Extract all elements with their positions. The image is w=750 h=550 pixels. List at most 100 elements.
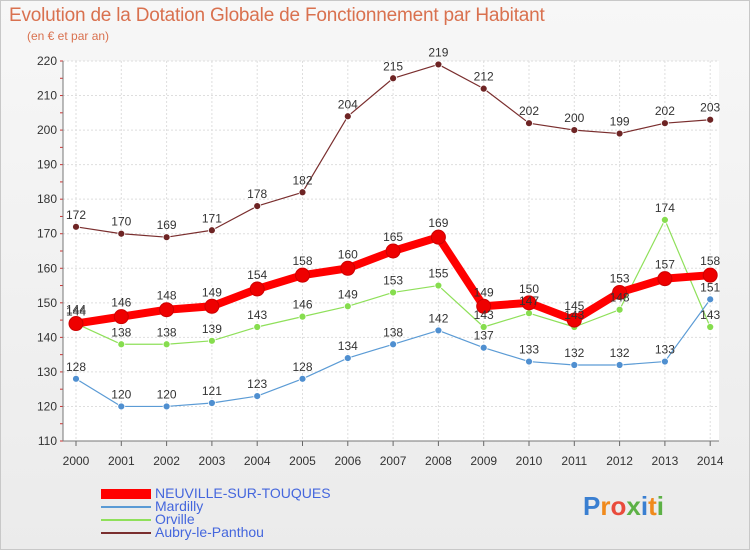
data-label: 160: [338, 247, 358, 261]
data-point: [612, 284, 628, 300]
data-point: [253, 323, 262, 331]
legend-entry: Mardilly: [101, 498, 441, 514]
data-point: [249, 281, 265, 297]
data-label: 212: [474, 70, 494, 84]
legend-label: Mardilly: [155, 498, 204, 514]
legend-swatch: [101, 532, 151, 534]
data-point: [434, 281, 443, 290]
data-point: [525, 119, 533, 128]
data-point: [389, 340, 398, 349]
data-label: 171: [202, 211, 222, 225]
data-point: [521, 295, 537, 311]
data-point: [207, 399, 216, 407]
y-tick-label: 170: [37, 227, 57, 241]
data-label: 149: [338, 287, 358, 301]
x-tick-label: 2000: [63, 454, 90, 468]
series-points: [68, 60, 718, 411]
data-point: [159, 302, 175, 318]
legend-entry: NEUVILLE-SUR-TOUQUES: [101, 485, 441, 501]
data-label: 146: [292, 298, 312, 312]
data-labels: 144 146 148 149 154 158 160 165 169 149 150 145 153 1…: [66, 45, 721, 401]
data-point: [570, 361, 579, 369]
data-label: 203: [700, 101, 720, 115]
legend-entry: Aubry-le-Panthou: [101, 524, 441, 540]
y-tick-label: 190: [37, 158, 57, 172]
data-point: [117, 229, 126, 238]
data-point: [72, 222, 80, 231]
proxiti-logo: Proxiti: [583, 491, 664, 521]
data-label: 146: [111, 296, 131, 310]
data-point: [117, 340, 126, 349]
data-point: [343, 112, 352, 121]
data-point: [525, 309, 533, 318]
data-point: [615, 305, 624, 314]
data-label: 138: [383, 325, 403, 339]
x-tick-label: 2007: [380, 454, 407, 468]
data-label: 143: [247, 308, 267, 322]
data-label: 158: [700, 254, 720, 268]
data-label: 157: [655, 258, 675, 272]
legend-label: Aubry-le-Panthou: [155, 524, 264, 540]
data-label: 121: [202, 384, 222, 398]
data-label: 144: [66, 305, 86, 319]
y-tick-label: 220: [37, 54, 57, 68]
data-label: 154: [247, 268, 267, 282]
data-label: 182: [292, 173, 312, 187]
y-tick-label: 210: [37, 89, 57, 103]
data-label: 174: [655, 201, 675, 215]
x-tick-label: 2005: [289, 454, 316, 468]
data-label: 120: [157, 387, 177, 401]
data-label: 153: [383, 273, 403, 287]
data-label: 133: [655, 343, 675, 357]
data-point: [657, 271, 673, 287]
data-point: [430, 229, 446, 245]
grid-lines: [63, 60, 719, 442]
data-point: [566, 312, 582, 328]
data-label: 128: [292, 360, 312, 374]
x-tick-label: 2013: [652, 454, 679, 468]
data-label: 165: [383, 230, 403, 244]
data-label: 128: [66, 360, 86, 374]
data-label: 153: [610, 271, 630, 285]
data-label: 142: [428, 311, 448, 325]
data-point: [340, 260, 356, 276]
y-tick-label: 110: [38, 434, 57, 448]
x-tick-label: 2002: [153, 454, 180, 468]
data-point: [298, 374, 307, 383]
data-label: 199: [610, 115, 630, 129]
data-label: 150: [519, 282, 539, 296]
data-label: 147: [519, 294, 539, 308]
data-label: 202: [655, 104, 675, 118]
x-tick-label: 2012: [606, 454, 633, 468]
data-label: 139: [202, 322, 222, 336]
data-point: [207, 226, 216, 235]
y-tick-label: 160: [37, 261, 57, 275]
y-tick-label: 200: [37, 123, 57, 137]
data-point: [162, 340, 171, 349]
data-point: [570, 126, 579, 134]
data-label: 143: [700, 308, 720, 322]
data-label: 138: [111, 325, 131, 339]
data-point: [479, 84, 488, 93]
data-label: 170: [111, 215, 131, 229]
data-label: 202: [519, 104, 539, 118]
chart-subtitle: (en € et par an): [27, 29, 110, 43]
legend-swatch: [101, 489, 151, 499]
data-label: 143: [564, 308, 584, 322]
y-tick-label: 150: [37, 296, 57, 310]
legend-label: Orville: [155, 511, 195, 527]
data-label: 149: [474, 285, 494, 299]
data-point: [525, 357, 533, 366]
data-label: 169: [428, 216, 448, 230]
data-point: [434, 326, 443, 335]
data-point: [162, 402, 171, 411]
data-label: 148: [610, 291, 630, 305]
data-point: [389, 288, 398, 297]
data-point: [72, 374, 80, 383]
data-point: [253, 202, 262, 210]
data-point: [162, 233, 171, 242]
axes: 110 120 130 140 150 160 170 180 190 200 210 220 2000…: [37, 54, 724, 468]
data-point: [706, 323, 715, 331]
